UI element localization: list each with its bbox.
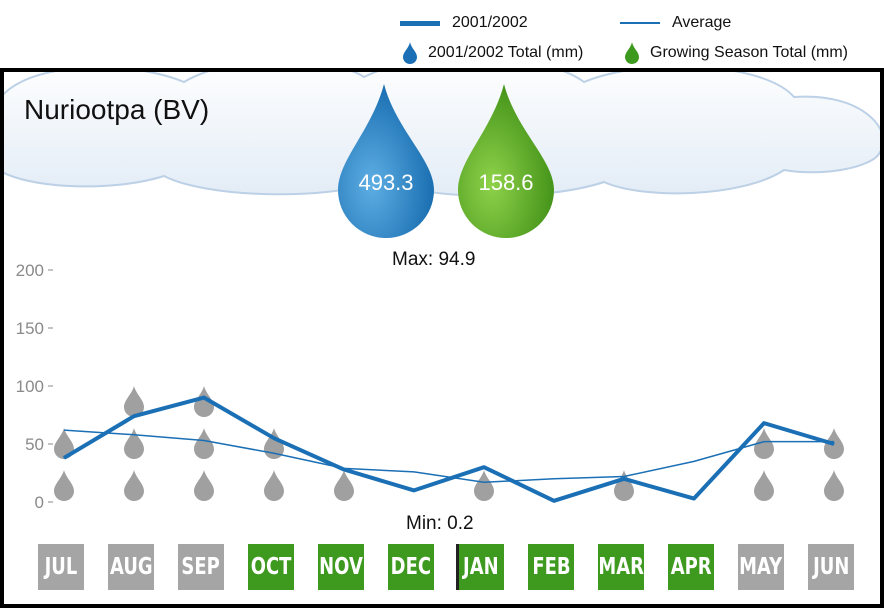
raindrop-icon-mar-1 bbox=[614, 470, 634, 501]
point-mar bbox=[623, 478, 625, 480]
y-tick-label-100: 100 bbox=[16, 377, 44, 396]
legend-average-label: Average bbox=[672, 14, 732, 31]
month-label: AUG bbox=[109, 554, 153, 580]
raindrop-icon-oct-2 bbox=[264, 428, 284, 459]
raindrop-icon-jan-1 bbox=[474, 470, 494, 501]
month-label: MAY bbox=[739, 554, 783, 580]
month-label: DEC bbox=[390, 554, 432, 580]
cloud-shape bbox=[4, 72, 880, 197]
legend-growing: Growing Season Total (mm) bbox=[624, 42, 848, 64]
month-nov: NOV bbox=[318, 544, 364, 590]
point-jul bbox=[63, 457, 65, 459]
month-label: NOV bbox=[319, 554, 363, 580]
total-drop bbox=[338, 84, 434, 238]
legend-average: Average bbox=[620, 14, 731, 32]
month-jan: JAN bbox=[458, 544, 504, 590]
raindrop-icon-jun-1 bbox=[824, 470, 844, 501]
month-axis: JUL AUG SEP OCT NOV DEC JAN FEB MAR APR MAY JUN bbox=[38, 544, 878, 590]
year-divider bbox=[456, 544, 459, 590]
point-dec bbox=[413, 489, 415, 491]
raindrop-icon-sep-3 bbox=[194, 386, 214, 417]
point-sep bbox=[203, 397, 205, 399]
month-oct: OCT bbox=[248, 544, 294, 590]
raindrop-icon-jul-2 bbox=[54, 428, 74, 459]
month-label: APR bbox=[670, 554, 712, 580]
raindrop-icon-jul-1 bbox=[54, 470, 74, 501]
point-jun bbox=[833, 443, 835, 445]
point-aug bbox=[133, 415, 135, 417]
raindrop-icon-nov-1 bbox=[334, 470, 354, 501]
y-tick-label-50: 50 bbox=[25, 435, 44, 454]
point-feb bbox=[553, 500, 555, 502]
month-mar: MAR bbox=[598, 544, 644, 590]
raindrop-icon-aug-2 bbox=[124, 428, 144, 459]
growing-drop bbox=[458, 84, 554, 238]
season-total-value: 493.3 bbox=[358, 170, 414, 195]
y-tick-label-0: 0 bbox=[35, 493, 44, 512]
point-oct bbox=[273, 437, 275, 439]
min-label: Min: 0.2 bbox=[406, 513, 474, 534]
month-label: JAN bbox=[463, 554, 499, 580]
max-label: Max: 94.9 bbox=[392, 249, 476, 270]
raindrop-icon-aug-3 bbox=[124, 386, 144, 417]
month-apr: APR bbox=[668, 544, 714, 590]
month-jul: JUL bbox=[38, 544, 84, 590]
raindrop-icon-oct-1 bbox=[264, 470, 284, 501]
month-jun: JUN bbox=[808, 544, 854, 590]
point-may bbox=[763, 422, 765, 424]
raindrop-icon-sep-1 bbox=[194, 470, 214, 501]
green-raindrop-icon bbox=[625, 42, 639, 64]
month-sep: SEP bbox=[178, 544, 224, 590]
legend-series-swatch bbox=[400, 20, 440, 26]
legend-average-swatch bbox=[620, 22, 660, 24]
rainfall-chart: 0 50 100 150 200 bbox=[4, 72, 880, 512]
series-2001-2002-line bbox=[62, 395, 835, 503]
station-title: Nuriootpa (BV) bbox=[24, 94, 210, 125]
point-jan bbox=[483, 466, 485, 468]
month-label: OCT bbox=[250, 554, 292, 580]
legend-total-label: 2001/2002 Total (mm) bbox=[428, 44, 584, 61]
raindrop-icon-sep-2 bbox=[194, 428, 214, 459]
raindrop-icon-may-1 bbox=[754, 470, 774, 501]
month-label: JUL bbox=[44, 554, 78, 580]
point-apr bbox=[693, 498, 695, 500]
month-feb: FEB bbox=[528, 544, 574, 590]
month-label: SEP bbox=[181, 554, 221, 580]
legend-series: 2001/2002 bbox=[400, 14, 528, 32]
legend-series-label: 2001/2002 bbox=[452, 14, 528, 31]
month-may: MAY bbox=[738, 544, 784, 590]
y-tick-label-200: 200 bbox=[16, 261, 44, 280]
month-label: JUN bbox=[812, 554, 850, 580]
raindrop-icon-aug-1 bbox=[124, 470, 144, 501]
chart-frame: 0 50 100 150 200 Nuriootpa (BV) 493.3 158.6 … bbox=[0, 68, 884, 608]
growing-total-value: 158.6 bbox=[478, 170, 534, 195]
legend-growing-label: Growing Season Total (mm) bbox=[650, 44, 848, 61]
y-tick-label-150: 150 bbox=[16, 319, 44, 338]
month-label: FEB bbox=[531, 554, 571, 580]
raindrop-icon-may-2 bbox=[754, 428, 774, 459]
legend-total: 2001/2002 Total (mm) bbox=[402, 42, 583, 64]
month-label: MAR bbox=[598, 554, 644, 580]
blue-raindrop-icon bbox=[403, 42, 417, 64]
point-nov bbox=[343, 469, 345, 471]
month-aug: AUG bbox=[108, 544, 154, 590]
month-dec: DEC bbox=[388, 544, 434, 590]
